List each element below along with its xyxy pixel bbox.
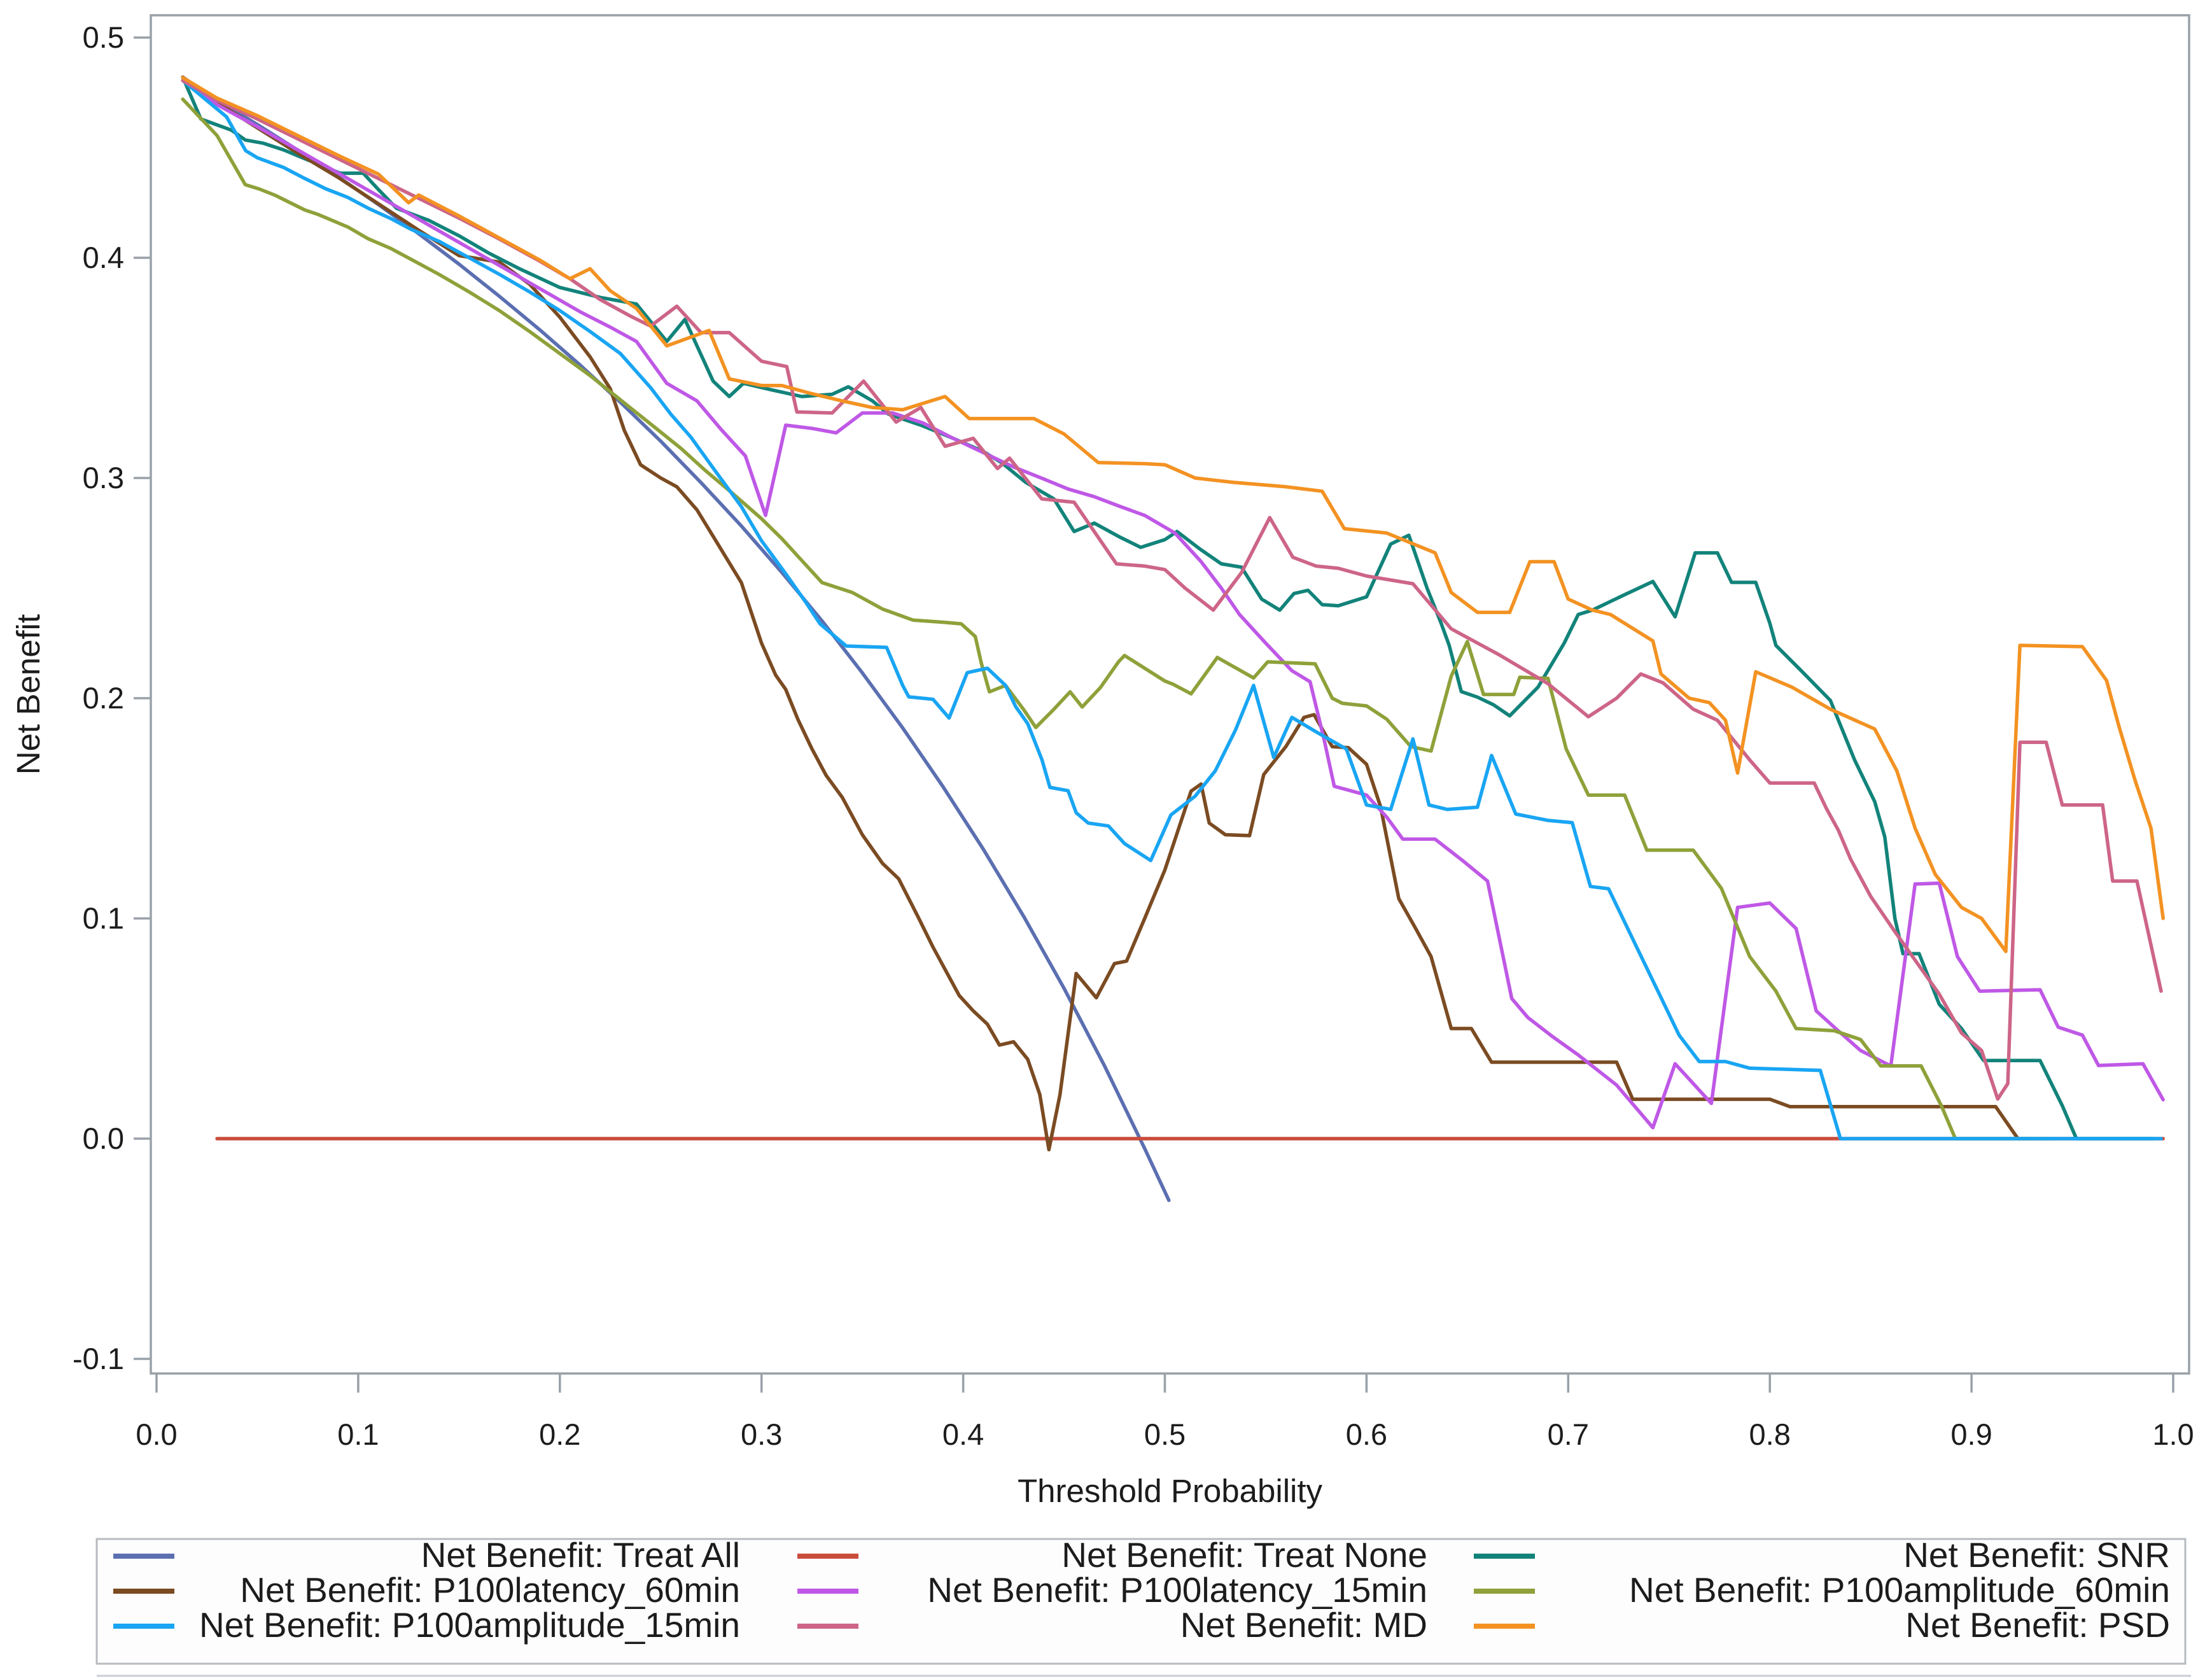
y-tick-label: 0.2 [83,681,124,715]
series-line-psd [181,76,2165,953]
x-tick-label: 0.4 [942,1417,984,1451]
y-tick-label: 0.5 [83,20,124,54]
x-tick-label: 0.7 [1548,1417,1589,1451]
legend-label-md: Net Benefit: MD [1180,1605,1427,1645]
legend-box [95,1538,2187,1665]
y-tick-label: 0.1 [83,901,124,935]
y-tick-label: 0.3 [83,461,124,495]
x-tick-label: 0.2 [539,1417,580,1451]
y-axis-title: Net Benefit [10,614,46,775]
y-tick-label: -0.1 [73,1342,124,1375]
legend-label-treat-all: Net Benefit: Treat All [421,1535,740,1575]
x-tick-label: 0.8 [1749,1417,1791,1451]
x-tick-label: 0.0 [136,1417,177,1451]
series-line-md [181,78,2163,1101]
x-axis-title: Threshold Probability [1018,1473,1323,1509]
x-tick-label: 0.9 [1950,1417,1992,1451]
legend-label-p100amplitude-15min: Net Benefit: P100amplitude_15min [199,1605,740,1645]
x-tick-label: 0.3 [741,1417,782,1451]
legend-label-p100latency-60min: Net Benefit: P100latency_60min [240,1570,740,1610]
legend-label-p100latency-15min: Net Benefit: P100latency_15min [927,1570,1427,1610]
series-line-snr [181,75,2155,1141]
legend-label-snr: Net Benefit: SNR [1903,1535,2170,1575]
series-line-p100latency-60min [181,75,2034,1152]
y-tick-label: 0.0 [83,1121,124,1155]
x-tick-label: 0.6 [1346,1417,1387,1451]
legend-label-psd: Net Benefit: PSD [1905,1605,2170,1645]
legend-label-treat-none: Net Benefit: Treat None [1061,1535,1427,1575]
y-tick-label: 0.4 [83,241,124,274]
x-tick-label: 0.5 [1144,1417,1186,1451]
plot-frame [150,14,2190,1375]
series-line-p100amplitude-15min [181,78,2163,1141]
x-tick-label: 1.0 [2152,1417,2194,1451]
series-line-p100amplitude-60min [181,97,2054,1141]
legend-label-p100amplitude-60min: Net Benefit: P100amplitude_60min [1629,1570,2170,1610]
x-tick-label: 0.1 [337,1417,379,1451]
